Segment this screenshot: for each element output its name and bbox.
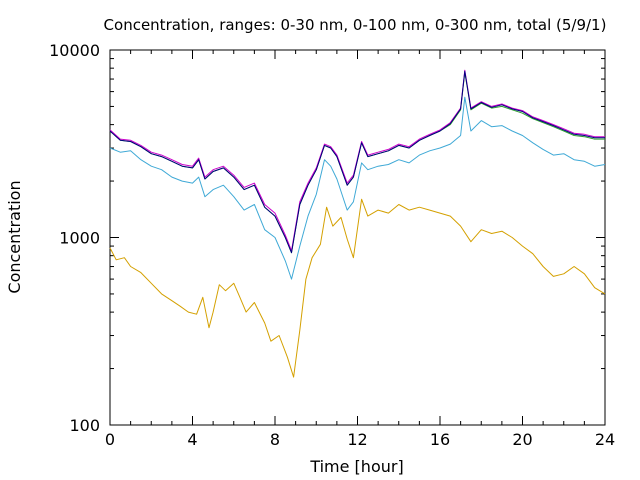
x-tick-label: 12 — [347, 430, 367, 449]
x-tick-label: 16 — [430, 430, 450, 449]
y-tick-label: 10000 — [49, 41, 100, 60]
x-tick-label: 0 — [105, 430, 115, 449]
y-axis-label: Concentration — [5, 180, 24, 293]
series-line-2 — [109, 96, 606, 280]
series-line-5 — [109, 70, 605, 254]
x-axis-label: Time [hour] — [309, 457, 403, 476]
x-tick-label: 20 — [512, 430, 532, 449]
plot-frame — [109, 49, 606, 426]
x-tick-label: 4 — [187, 430, 197, 449]
series-layer — [109, 69, 606, 378]
series-line-4 — [109, 69, 605, 252]
axis-ticks — [109, 49, 606, 426]
y-tick-label: 1000 — [59, 229, 100, 248]
y-tick-label: 100 — [69, 416, 100, 435]
tick-labels: 0 4 8 12 16 20 24 100 1000 10000 — [49, 41, 615, 449]
series-line-1 — [109, 198, 606, 378]
x-tick-label: 8 — [270, 430, 280, 449]
chart-title: Concentration, ranges: 0-30 nm, 0-100 nm… — [104, 16, 607, 34]
x-tick-label: 24 — [595, 430, 615, 449]
